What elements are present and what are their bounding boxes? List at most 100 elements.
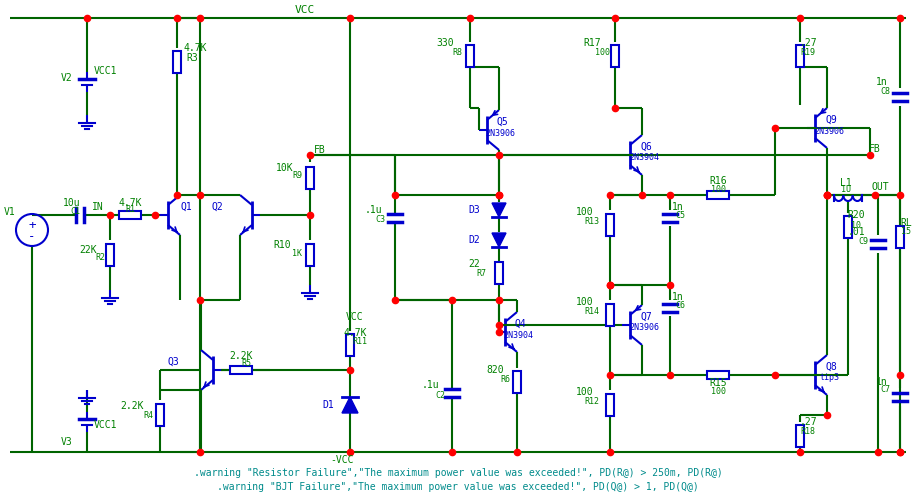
Text: .warning "BJT Failure","The maximum power value was exceeded!", PD(Q@) > 1, PD(Q: .warning "BJT Failure","The maximum powe… (217, 482, 699, 492)
Bar (606, 394, 614, 416)
Text: 10u: 10u (63, 198, 81, 208)
Text: Q6: Q6 (640, 142, 652, 152)
Bar (106, 244, 114, 266)
Text: 1n: 1n (672, 202, 684, 212)
Bar (346, 334, 354, 356)
Text: -VCC: -VCC (331, 455, 354, 465)
Text: R1: R1 (125, 206, 135, 214)
Text: V2: V2 (61, 73, 73, 83)
Text: R3: R3 (186, 53, 198, 63)
Bar (466, 45, 474, 67)
Bar (796, 425, 804, 447)
Bar (513, 371, 521, 393)
Text: VCC1: VCC1 (93, 420, 116, 430)
Text: tip3: tip3 (819, 374, 839, 382)
Text: 1U: 1U (841, 186, 851, 195)
Polygon shape (492, 203, 506, 217)
Text: Q4: Q4 (514, 319, 526, 329)
Text: IN: IN (93, 202, 104, 212)
Text: R12: R12 (584, 397, 599, 406)
Text: R4: R4 (143, 410, 153, 420)
Text: R2: R2 (95, 254, 105, 263)
Text: R18: R18 (801, 427, 815, 436)
Text: +: + (28, 218, 36, 231)
Text: VCC1: VCC1 (93, 66, 116, 76)
Text: C3: C3 (375, 215, 385, 224)
Text: R10: R10 (273, 240, 290, 250)
Text: Q7: Q7 (640, 312, 652, 322)
Text: OUT: OUT (871, 182, 889, 192)
Bar (306, 244, 314, 266)
Text: Q2: Q2 (211, 202, 223, 212)
Text: D1: D1 (322, 400, 333, 410)
Text: 2.2K: 2.2K (120, 401, 144, 411)
Text: 2.2K: 2.2K (229, 351, 253, 361)
Text: Q9: Q9 (825, 115, 837, 125)
Polygon shape (492, 233, 506, 247)
Text: R6: R6 (500, 375, 510, 383)
Bar (896, 226, 904, 248)
Text: V3: V3 (61, 437, 73, 447)
Text: 100: 100 (711, 185, 725, 194)
Text: Q5: Q5 (496, 117, 507, 127)
Bar (707, 371, 729, 379)
Text: 4.7K: 4.7K (344, 328, 366, 338)
Text: RL: RL (900, 218, 911, 228)
Bar (173, 51, 181, 73)
Text: R16: R16 (709, 176, 726, 186)
Text: C8: C8 (880, 87, 890, 96)
Text: .01: .01 (847, 227, 865, 237)
Text: 1n: 1n (876, 77, 888, 87)
Text: FB: FB (869, 144, 881, 154)
Text: R19: R19 (801, 47, 815, 56)
Text: R17: R17 (583, 38, 601, 48)
Text: V1: V1 (5, 207, 16, 217)
Text: 2N3906: 2N3906 (485, 128, 515, 137)
Text: .27: .27 (799, 417, 817, 427)
Text: L1: L1 (840, 178, 852, 188)
Text: C1: C1 (70, 207, 80, 215)
Text: 2N3906: 2N3906 (814, 126, 844, 135)
Text: 100: 100 (576, 387, 594, 397)
Text: 2N3904: 2N3904 (503, 330, 533, 340)
Text: .1u: .1u (365, 205, 382, 215)
Text: 4.7K: 4.7K (183, 43, 207, 53)
Text: D3: D3 (468, 205, 480, 215)
Text: R15: R15 (709, 378, 726, 388)
Text: C7: C7 (880, 385, 890, 394)
Bar (606, 304, 614, 326)
Text: C9: C9 (858, 236, 868, 245)
Text: 10: 10 (851, 220, 861, 229)
Bar (119, 211, 141, 219)
Text: D2: D2 (468, 235, 480, 245)
Text: Q8: Q8 (825, 362, 837, 372)
Bar (611, 45, 619, 67)
Bar (495, 262, 503, 284)
Text: R7: R7 (476, 269, 486, 278)
Text: R14: R14 (584, 307, 599, 316)
Text: C5: C5 (675, 211, 685, 220)
Text: 100: 100 (711, 386, 725, 395)
Text: 2N3904: 2N3904 (629, 153, 659, 162)
Text: .27: .27 (799, 38, 817, 48)
Text: 10K: 10K (277, 163, 294, 173)
Text: 22K: 22K (79, 245, 97, 255)
Text: 1K: 1K (292, 249, 302, 259)
Text: 1n: 1n (876, 377, 888, 387)
Text: -: - (28, 230, 36, 243)
Bar (230, 366, 252, 374)
Bar (707, 191, 729, 199)
Text: 22: 22 (468, 259, 480, 269)
Text: 100: 100 (594, 47, 609, 56)
Text: C2: C2 (435, 390, 445, 399)
Text: R9: R9 (292, 172, 302, 181)
Text: Q1: Q1 (180, 202, 191, 212)
Bar (844, 216, 852, 238)
Bar (306, 167, 314, 189)
Text: FB: FB (314, 145, 326, 155)
Polygon shape (342, 397, 358, 413)
Text: 330: 330 (436, 38, 453, 48)
Bar (796, 45, 804, 67)
Text: 2N3906: 2N3906 (629, 323, 659, 332)
Text: VCC: VCC (295, 5, 315, 15)
